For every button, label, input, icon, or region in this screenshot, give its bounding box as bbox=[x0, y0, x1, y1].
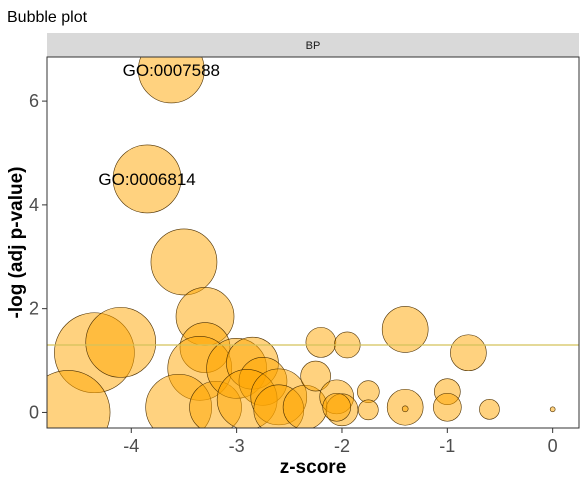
y-axis: 0 2 4 6 bbox=[29, 91, 47, 422]
x-axis: -4 -3 -2 -1 0 bbox=[123, 428, 558, 456]
y-tick-label: 2 bbox=[29, 299, 39, 319]
y-tick-label: 0 bbox=[29, 402, 39, 422]
bubble-point bbox=[433, 392, 462, 422]
bubble-point bbox=[322, 392, 352, 422]
y-tick-label: 6 bbox=[29, 91, 39, 111]
x-tick-label: -1 bbox=[439, 436, 455, 456]
panel-border bbox=[46, 56, 580, 429]
bubbles-layer bbox=[47, 57, 579, 428]
x-tick-label: -4 bbox=[123, 436, 139, 456]
bubble-point bbox=[47, 370, 111, 428]
chart-title: Bubble plot bbox=[7, 9, 88, 26]
y-axis-title: -log (adj p-value) bbox=[6, 167, 27, 319]
bubble-point bbox=[300, 360, 331, 392]
bubble-label: GO:0006814 bbox=[98, 170, 195, 189]
bubble-point bbox=[450, 334, 487, 372]
bubble-point bbox=[401, 405, 409, 413]
x-tick-label: 0 bbox=[548, 436, 558, 456]
bubble-point bbox=[85, 307, 157, 378]
bubble-labels-layer: GO:0007588 GO:0006814 bbox=[98, 61, 220, 189]
bubble-label: GO:0007588 bbox=[123, 61, 220, 80]
y-tick-label: 4 bbox=[29, 195, 39, 215]
x-axis-title: z-score bbox=[280, 457, 347, 478]
bubble-point bbox=[138, 57, 205, 104]
bubble-point bbox=[479, 399, 500, 420]
bubble-point bbox=[381, 306, 429, 353]
bubble-point bbox=[150, 228, 218, 296]
x-tick-label: -2 bbox=[334, 436, 350, 456]
facet-label: BP bbox=[306, 40, 321, 52]
facet-strip bbox=[47, 33, 579, 57]
bubble-point bbox=[357, 380, 380, 403]
bubble-point bbox=[305, 327, 337, 358]
bubble-point bbox=[549, 406, 556, 413]
bubble-point bbox=[358, 399, 379, 421]
bubble-point bbox=[112, 144, 182, 214]
x-tick-label: -3 bbox=[229, 436, 245, 456]
